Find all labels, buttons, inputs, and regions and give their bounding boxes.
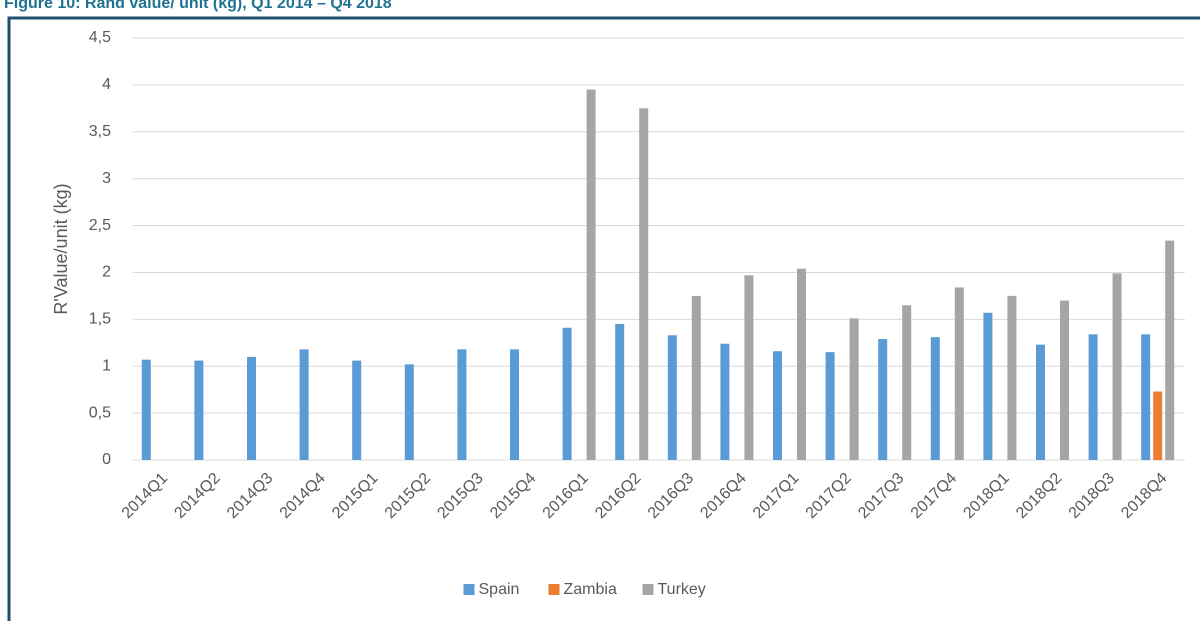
y-tick-label: 3,5 <box>89 123 111 140</box>
y-tick-label: 0 <box>102 451 111 468</box>
bar <box>691 295 701 460</box>
bar <box>797 268 806 460</box>
y-tick-label: 4,5 <box>89 29 111 46</box>
bar <box>1112 273 1122 460</box>
bar <box>194 360 204 460</box>
bar <box>902 305 912 460</box>
y-tick-label: 2 <box>102 264 111 281</box>
bar <box>773 351 782 460</box>
bar <box>1165 240 1175 460</box>
bar <box>825 352 835 460</box>
bar <box>352 360 362 460</box>
bar <box>247 356 256 460</box>
bar <box>1060 300 1069 460</box>
legend-swatch <box>548 584 560 595</box>
bar <box>954 287 964 460</box>
legend-swatch <box>463 584 475 595</box>
bar <box>639 108 649 460</box>
legend-swatch <box>642 584 654 595</box>
chart-title: Figure 10: Rand value/ unit (kg), Q1 201… <box>4 0 392 12</box>
y-tick-label: 0,5 <box>89 404 111 421</box>
bar <box>1088 334 1098 460</box>
bar <box>562 327 572 460</box>
bar <box>141 359 151 460</box>
bar <box>1007 295 1017 460</box>
bar <box>667 335 677 460</box>
frame <box>7 16 1200 621</box>
y-tick-label: 2,5 <box>89 217 111 234</box>
y-tick-label: 3 <box>102 170 111 187</box>
bar <box>457 349 467 460</box>
bar <box>1141 334 1151 460</box>
bar <box>510 349 519 460</box>
bar <box>878 339 888 460</box>
bar <box>930 337 940 460</box>
bar <box>720 343 730 460</box>
y-tick-label: 1 <box>102 357 111 374</box>
y-axis-label: R'Value/unit (kg) <box>51 183 71 314</box>
bar <box>1153 391 1163 460</box>
bar <box>404 364 414 460</box>
legend-label: Spain <box>479 581 520 598</box>
bar <box>615 324 625 460</box>
bar <box>586 89 596 461</box>
bar <box>983 312 993 460</box>
bar <box>299 349 309 460</box>
legend-label: Turkey <box>658 581 706 598</box>
y-tick-label: 4 <box>102 76 111 93</box>
y-tick-label: 1,5 <box>89 311 111 328</box>
bar <box>744 275 754 460</box>
bar <box>1036 344 1045 460</box>
legend-label: Zambia <box>564 581 617 598</box>
bar <box>849 318 859 460</box>
